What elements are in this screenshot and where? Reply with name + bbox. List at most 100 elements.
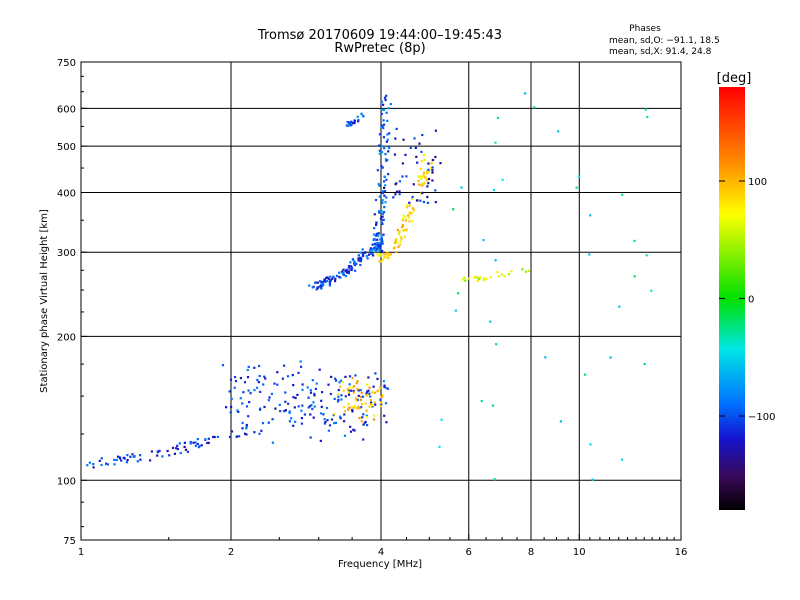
data-point: [236, 409, 239, 412]
data-point: [88, 461, 91, 464]
data-point: [434, 155, 437, 159]
data-point: [438, 445, 441, 448]
data-point: [241, 427, 244, 430]
data-point: [283, 410, 286, 413]
data-point: [117, 455, 120, 458]
data-point: [353, 264, 357, 267]
data-point: [212, 435, 215, 439]
data-point: [307, 396, 310, 399]
y-tick-label: 300: [57, 248, 76, 259]
data-point: [150, 450, 153, 453]
data-point: [184, 448, 187, 451]
data-point: [359, 263, 362, 267]
data-point: [329, 278, 332, 281]
data-point: [194, 444, 197, 447]
data-point: [347, 408, 350, 411]
data-point: [367, 376, 370, 379]
data-point: [353, 406, 356, 409]
data-point: [381, 394, 384, 397]
data-point: [316, 281, 319, 284]
data-point: [380, 210, 383, 213]
data-point: [379, 404, 382, 408]
data-point: [297, 405, 300, 408]
data-point: [382, 103, 385, 106]
data-point: [420, 150, 423, 153]
data-point: [228, 435, 232, 439]
data-point: [198, 445, 201, 448]
data-point: [399, 235, 402, 238]
data-point: [359, 257, 362, 260]
data-point: [400, 237, 403, 240]
data-point: [327, 429, 330, 432]
data-point: [460, 186, 463, 189]
data-point: [385, 140, 388, 143]
data-point: [301, 383, 304, 386]
data-point: [351, 408, 354, 411]
y-tick-label: 200: [57, 332, 76, 343]
data-point: [533, 106, 536, 109]
data-point: [383, 175, 386, 178]
data-point: [258, 374, 261, 378]
data-point: [321, 391, 324, 394]
data-point: [247, 415, 250, 418]
data-point: [492, 188, 496, 192]
data-point: [403, 235, 406, 238]
x-tick-label: 6: [466, 547, 472, 558]
data-point: [358, 407, 361, 410]
data-point: [454, 309, 457, 312]
data-point: [510, 270, 513, 273]
data-point: [344, 375, 347, 378]
phases-legend-x-mode: mean, sd,X: 91.4, 24.8: [609, 47, 712, 57]
data-point: [119, 457, 122, 460]
data-point: [340, 394, 343, 397]
data-point: [374, 198, 378, 202]
data-point: [379, 253, 382, 256]
data-point: [431, 158, 435, 162]
data-point: [618, 305, 621, 308]
x-tick-label: 10: [573, 547, 586, 558]
data-point: [350, 268, 353, 272]
data-point: [378, 211, 381, 214]
data-point: [294, 396, 297, 400]
data-point: [246, 376, 250, 379]
data-point: [241, 402, 244, 405]
data-point: [258, 364, 261, 368]
data-point: [383, 194, 386, 197]
data-point: [357, 259, 360, 262]
data-point: [378, 152, 381, 155]
data-point: [353, 385, 356, 388]
data-point: [263, 405, 266, 409]
data-point: [296, 393, 299, 396]
data-point: [230, 397, 233, 400]
data-point: [356, 380, 359, 383]
data-point: [415, 155, 418, 158]
data-point: [340, 270, 344, 273]
data-point: [369, 247, 373, 250]
data-point: [373, 227, 376, 230]
data-point: [287, 402, 290, 405]
data-point: [377, 232, 380, 235]
data-point: [426, 179, 429, 182]
data-point: [408, 216, 411, 219]
data-point: [281, 377, 284, 380]
data-point: [482, 277, 485, 280]
data-point: [323, 280, 326, 283]
y-tick-label: 400: [57, 188, 76, 199]
data-point: [239, 377, 242, 380]
data-point: [384, 184, 387, 187]
data-point: [303, 413, 306, 416]
data-point: [406, 203, 409, 206]
data-point: [343, 410, 347, 413]
data-point: [364, 251, 367, 254]
data-point: [402, 214, 405, 217]
data-point: [100, 457, 103, 460]
data-point: [337, 398, 340, 401]
data-point: [312, 416, 315, 419]
data-point: [357, 257, 360, 260]
data-point: [385, 178, 388, 181]
data-point: [216, 435, 219, 438]
data-point: [360, 391, 363, 394]
data-point: [386, 138, 389, 141]
data-point: [353, 429, 356, 432]
